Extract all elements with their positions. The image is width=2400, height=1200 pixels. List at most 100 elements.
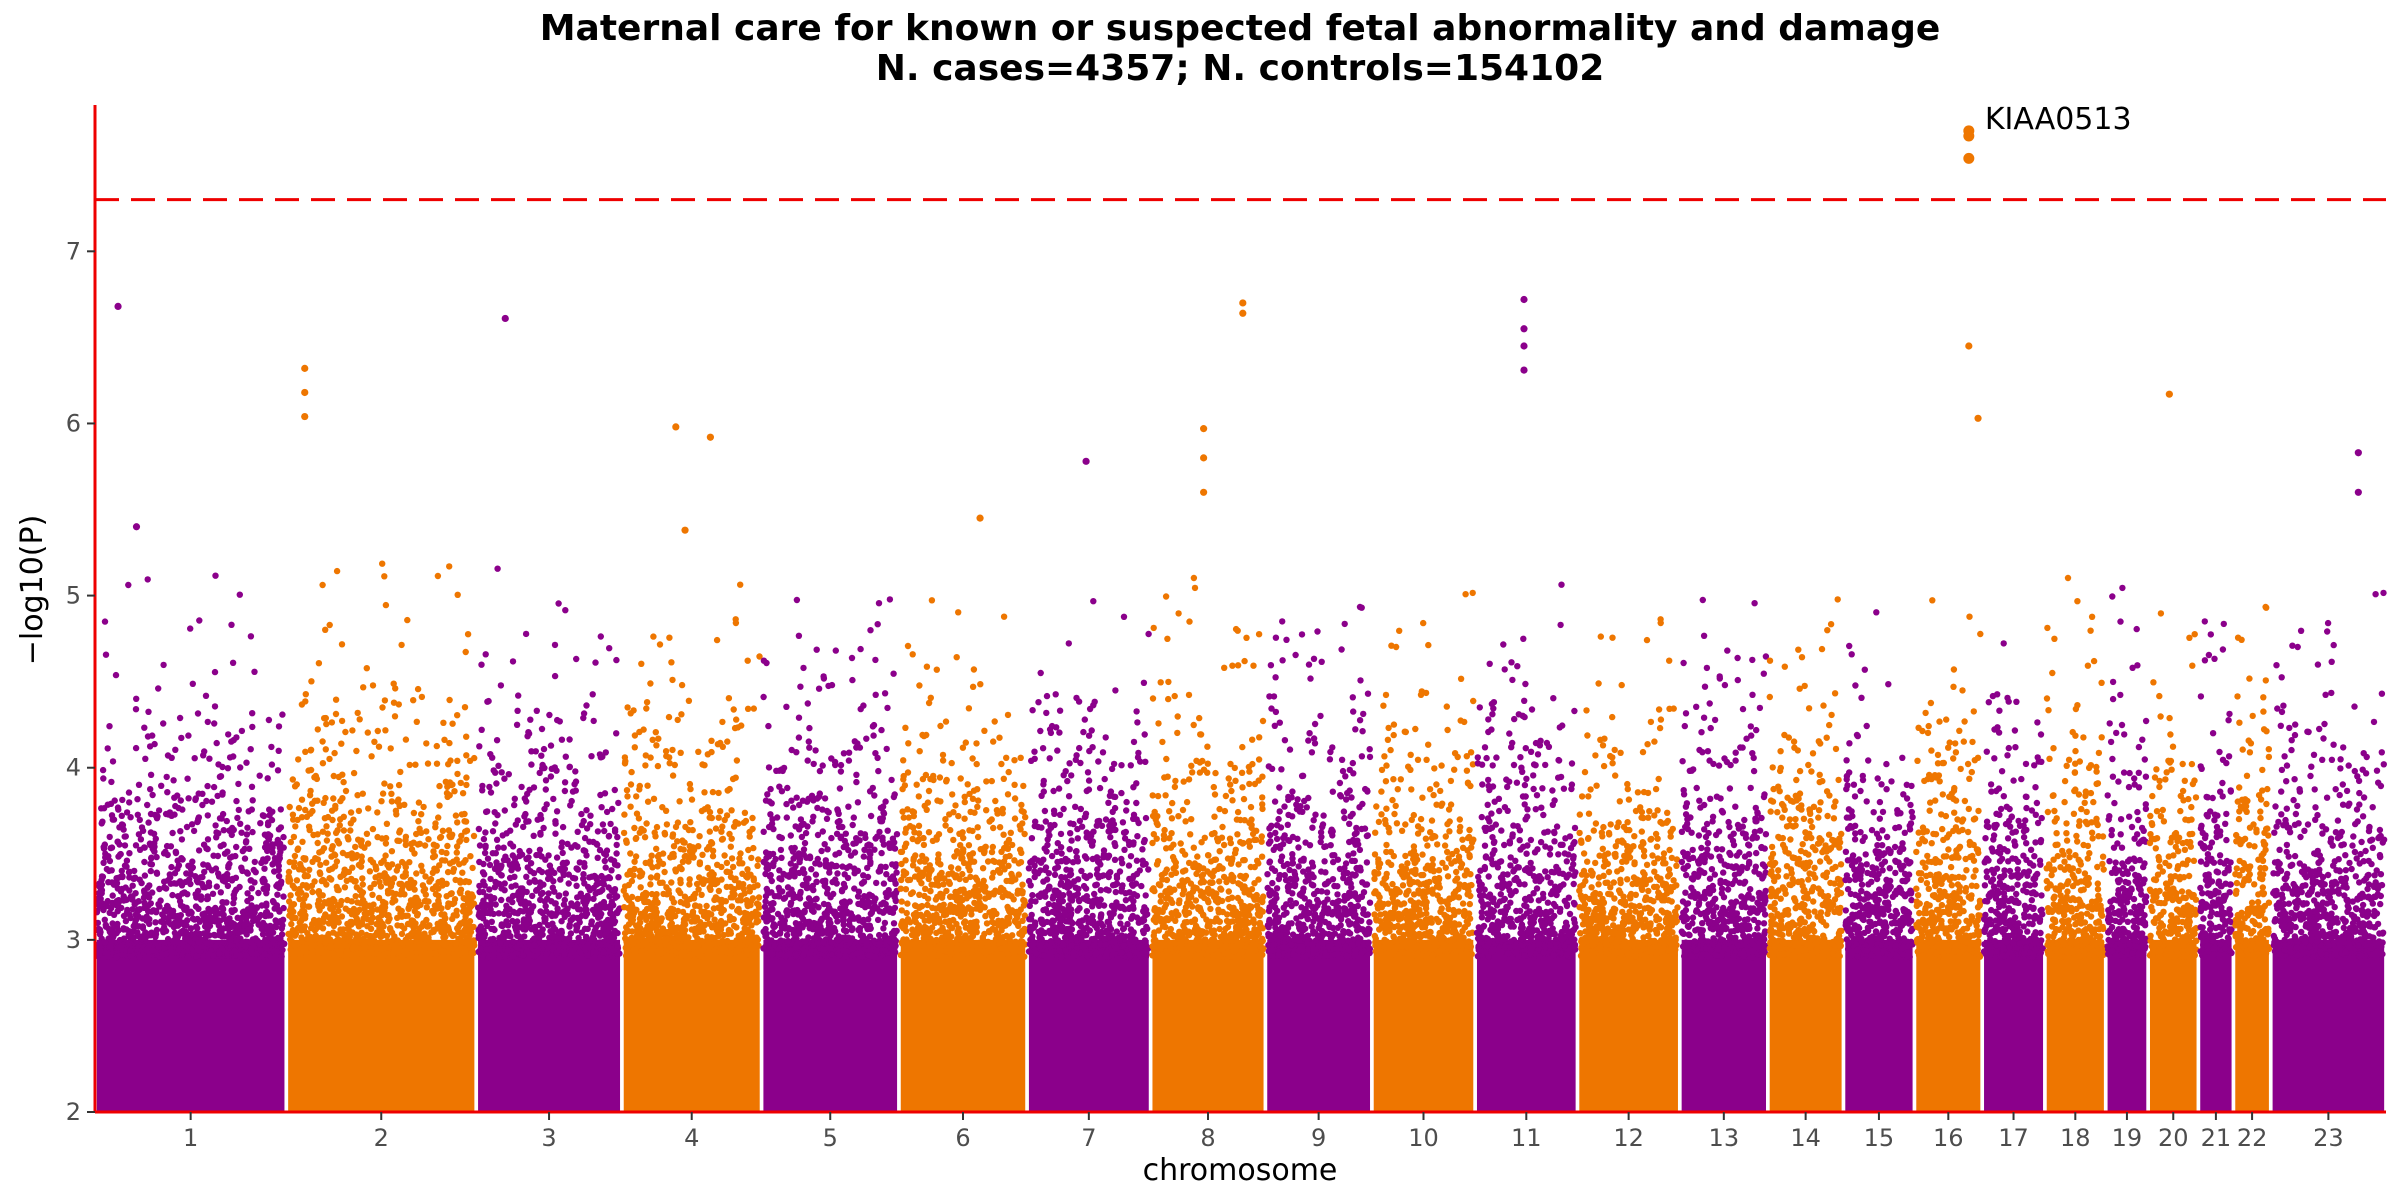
snp-point <box>698 908 705 915</box>
snp-point <box>170 777 177 784</box>
snp-point <box>795 927 803 934</box>
snp-point <box>767 785 774 793</box>
snp-point <box>230 753 237 760</box>
snp-point <box>462 648 469 656</box>
snp-point <box>272 922 279 930</box>
snp-point <box>840 843 847 851</box>
snp-point <box>233 937 240 944</box>
snp-point <box>319 760 327 767</box>
snp-point <box>812 871 820 878</box>
snp-point <box>192 930 199 937</box>
snp-point <box>328 938 335 945</box>
snp-point <box>459 869 466 876</box>
snp-point <box>505 771 512 778</box>
snp-point <box>825 919 832 926</box>
snp-point <box>677 749 684 756</box>
snp-point <box>392 890 400 898</box>
snp-point <box>141 872 149 879</box>
snp-point <box>499 933 506 941</box>
snp-point <box>710 905 718 912</box>
snp-point <box>225 731 232 738</box>
snp-point <box>203 797 210 805</box>
snp-point <box>789 890 797 897</box>
snp-point <box>211 703 219 710</box>
snp-point <box>292 823 299 830</box>
snp-point <box>347 938 355 945</box>
snp-point <box>335 840 343 847</box>
snp-point <box>513 924 520 931</box>
snp-point <box>902 857 909 864</box>
snp-point <box>96 903 104 910</box>
snp-point <box>573 865 580 872</box>
snp-point <box>871 846 878 853</box>
snp-point <box>723 859 731 867</box>
snp-point <box>553 808 561 815</box>
snp-point <box>327 944 334 951</box>
snp-point <box>454 819 461 826</box>
snp-point <box>605 832 613 840</box>
snp-point <box>135 831 143 838</box>
snp-point <box>185 862 192 869</box>
snp-point <box>608 898 615 906</box>
snp-point <box>495 910 502 917</box>
snp-point <box>783 800 790 808</box>
snp-point <box>638 660 645 667</box>
snp-point <box>518 783 525 791</box>
snp-point <box>423 904 430 911</box>
snp-point <box>806 744 813 751</box>
snp-point <box>886 891 893 898</box>
snp-point <box>237 764 244 771</box>
snp-point <box>786 950 793 958</box>
snp-point <box>669 746 676 754</box>
snp-point <box>750 875 757 882</box>
snp-point <box>517 935 525 942</box>
snp-point <box>350 769 358 777</box>
snp-point <box>286 858 293 866</box>
snp-point <box>755 911 762 918</box>
snp-point <box>920 841 928 849</box>
snp-point <box>486 783 493 791</box>
snp-point <box>543 908 550 915</box>
snp-point <box>480 878 487 885</box>
snp-point <box>162 885 170 892</box>
snp-point <box>167 843 175 850</box>
snp-point <box>262 938 270 945</box>
snp-point <box>456 861 463 868</box>
snp-point <box>146 743 154 750</box>
snp-point <box>242 951 250 959</box>
snp-point <box>291 885 298 892</box>
snp-point <box>727 950 734 958</box>
snp-point <box>379 560 386 567</box>
snp-point <box>550 795 557 803</box>
snp-point <box>559 849 566 857</box>
snp-point <box>611 947 618 954</box>
snp-point <box>661 868 668 876</box>
snp-point <box>366 902 373 909</box>
snp-point <box>402 736 410 743</box>
snp-point <box>611 786 618 794</box>
snp-point <box>95 895 102 902</box>
snp-point <box>658 949 665 957</box>
snp-point <box>832 876 839 883</box>
snp-point <box>769 906 776 913</box>
snp-point <box>928 881 935 888</box>
snp-point <box>879 815 886 822</box>
snp-point <box>164 752 172 759</box>
snp-point <box>388 790 395 797</box>
snp-point <box>256 772 263 779</box>
snp-point <box>210 852 217 859</box>
snp-point <box>818 847 825 855</box>
snp-point <box>928 866 935 873</box>
snp-point <box>437 833 445 841</box>
snp-point <box>710 922 717 929</box>
snp-point <box>216 815 224 822</box>
snp-point <box>470 832 478 840</box>
snp-point <box>662 807 670 814</box>
snp-point <box>857 645 864 653</box>
snp-point <box>319 581 326 589</box>
snp-point <box>760 828 767 835</box>
snp-point <box>268 928 275 936</box>
snp-point <box>790 804 797 811</box>
snp-point <box>332 710 340 718</box>
